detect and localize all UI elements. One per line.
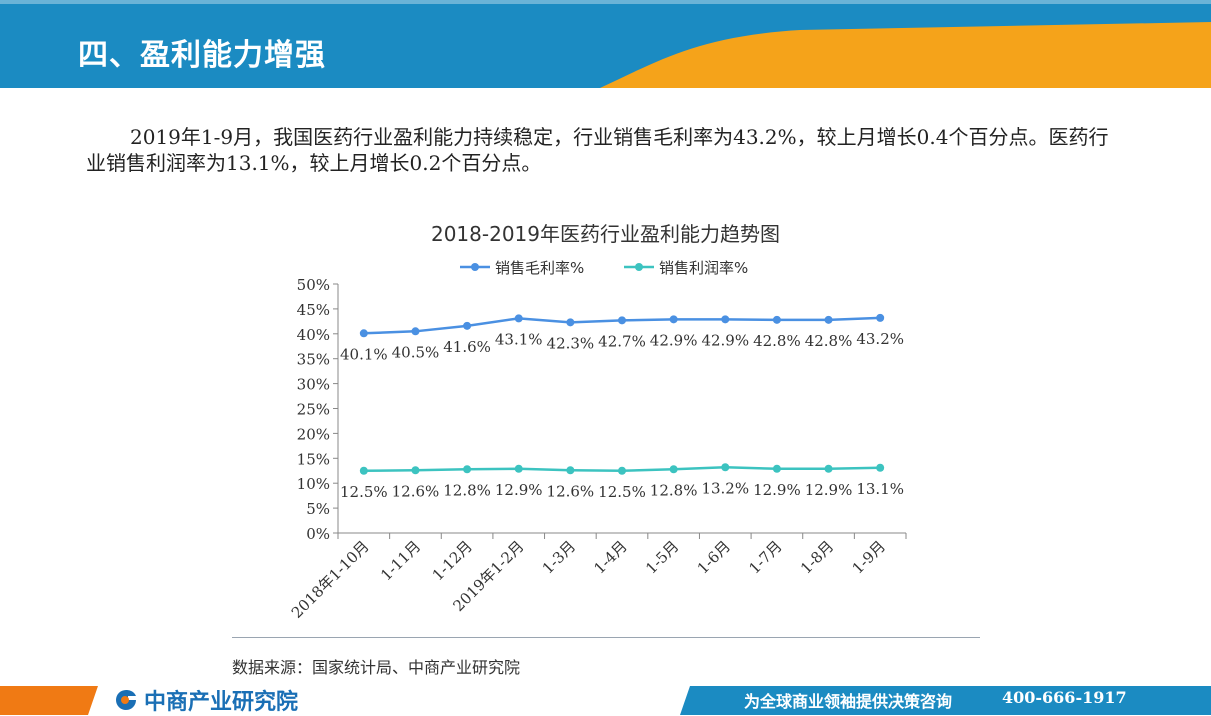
data-label: 13.2% (701, 479, 749, 497)
footer-bar (0, 680, 1211, 715)
y-tick-label: 25% (297, 401, 330, 419)
x-tick-label: 1-5月 (642, 537, 682, 577)
company-logo: 中商产业研究院 (112, 684, 298, 716)
x-tick-label: 1-8月 (797, 537, 837, 577)
data-label: 12.9% (495, 481, 543, 499)
data-point (514, 314, 523, 323)
data-point (566, 466, 575, 475)
data-label: 12.8% (650, 481, 698, 499)
header-background (0, 0, 1211, 88)
data-point (359, 329, 368, 338)
logo-icon (116, 689, 136, 710)
header-banner (0, 0, 1211, 88)
data-point (463, 321, 472, 330)
data-label: 12.6% (392, 482, 440, 500)
data-point (876, 313, 885, 322)
data-point (772, 464, 781, 473)
y-tick-label: 10% (297, 475, 330, 493)
y-tick-label: 45% (297, 301, 330, 319)
data-point (876, 463, 885, 472)
x-tick-label: 1-12月 (429, 537, 476, 584)
data-point (618, 466, 626, 475)
data-point (618, 316, 626, 325)
data-label: 42.8% (753, 332, 801, 350)
data-point (669, 315, 678, 324)
data-label: 12.5% (598, 483, 646, 501)
chart-title: 2018-2019年医药行业盈利能力趋势图 (430, 222, 780, 246)
logo-text: 中商产业研究院 (144, 690, 299, 715)
data-point (463, 465, 472, 474)
x-tick-label: 1-6月 (694, 537, 734, 577)
source-divider (232, 637, 980, 638)
data-label: 12.5% (340, 483, 388, 501)
data-label: 42.8% (805, 332, 853, 350)
y-tick-label: 15% (297, 450, 330, 468)
y-tick-label: 0% (306, 525, 330, 543)
x-tick-label: 1-4月 (590, 537, 630, 577)
data-point (411, 466, 420, 475)
data-point (824, 315, 833, 324)
data-point (411, 327, 420, 336)
footer-background (0, 686, 1211, 715)
data-point (721, 315, 730, 324)
footer-slogan: 为全球商业领袖提供决策咨询 (744, 692, 953, 711)
data-label: 12.8% (443, 481, 491, 499)
y-tick-label: 35% (297, 351, 330, 369)
y-tick-label: 50% (297, 276, 330, 294)
x-tick-label: 1-7月 (745, 537, 785, 577)
data-label: 12.9% (753, 481, 801, 499)
summary-paragraph: 2019年1-9月，我国医药行业盈利能力持续稳定，行业销售毛利率为43.2%，较… (86, 125, 1109, 175)
data-point (514, 464, 523, 473)
data-point (669, 465, 678, 474)
x-tick-label: 2018年1-10月 (288, 537, 373, 622)
y-tick-label: 5% (306, 500, 330, 518)
data-point (824, 464, 833, 473)
legend-label: 销售毛利率% (495, 259, 584, 277)
data-label: 12.9% (805, 481, 853, 499)
data-point (566, 318, 575, 327)
x-tick-label: 1-11月 (377, 537, 424, 584)
data-point (772, 315, 781, 324)
data-label: 12.6% (547, 482, 595, 500)
data-source: 数据来源：国家统计局、中商产业研究院 (232, 658, 521, 677)
data-label: 42.9% (650, 331, 698, 349)
data-label: 40.1% (340, 345, 388, 363)
data-label: 42.3% (547, 334, 595, 352)
x-tick-label: 1-9月 (849, 537, 889, 577)
legend-swatch-marker (471, 263, 479, 271)
data-label: 42.9% (701, 331, 749, 349)
data-label: 43.1% (495, 330, 543, 348)
data-label: 13.1% (856, 480, 904, 498)
x-tick-label: 1-3月 (539, 537, 579, 577)
data-label: 42.7% (598, 332, 646, 350)
page-title: 四、盈利能力增强 (78, 38, 326, 73)
legend-swatch-marker (635, 263, 643, 271)
y-tick-label: 40% (297, 326, 330, 344)
data-label: 41.6% (443, 338, 491, 356)
y-tick-label: 20% (297, 425, 330, 443)
data-point (359, 466, 368, 475)
y-tick-label: 30% (297, 376, 330, 394)
data-label: 43.2% (856, 330, 904, 348)
legend-label: 销售利润率% (659, 259, 748, 277)
data-point (721, 463, 730, 472)
footer-phone: 400-666-1917 (1002, 688, 1127, 707)
data-label: 40.5% (392, 343, 440, 361)
